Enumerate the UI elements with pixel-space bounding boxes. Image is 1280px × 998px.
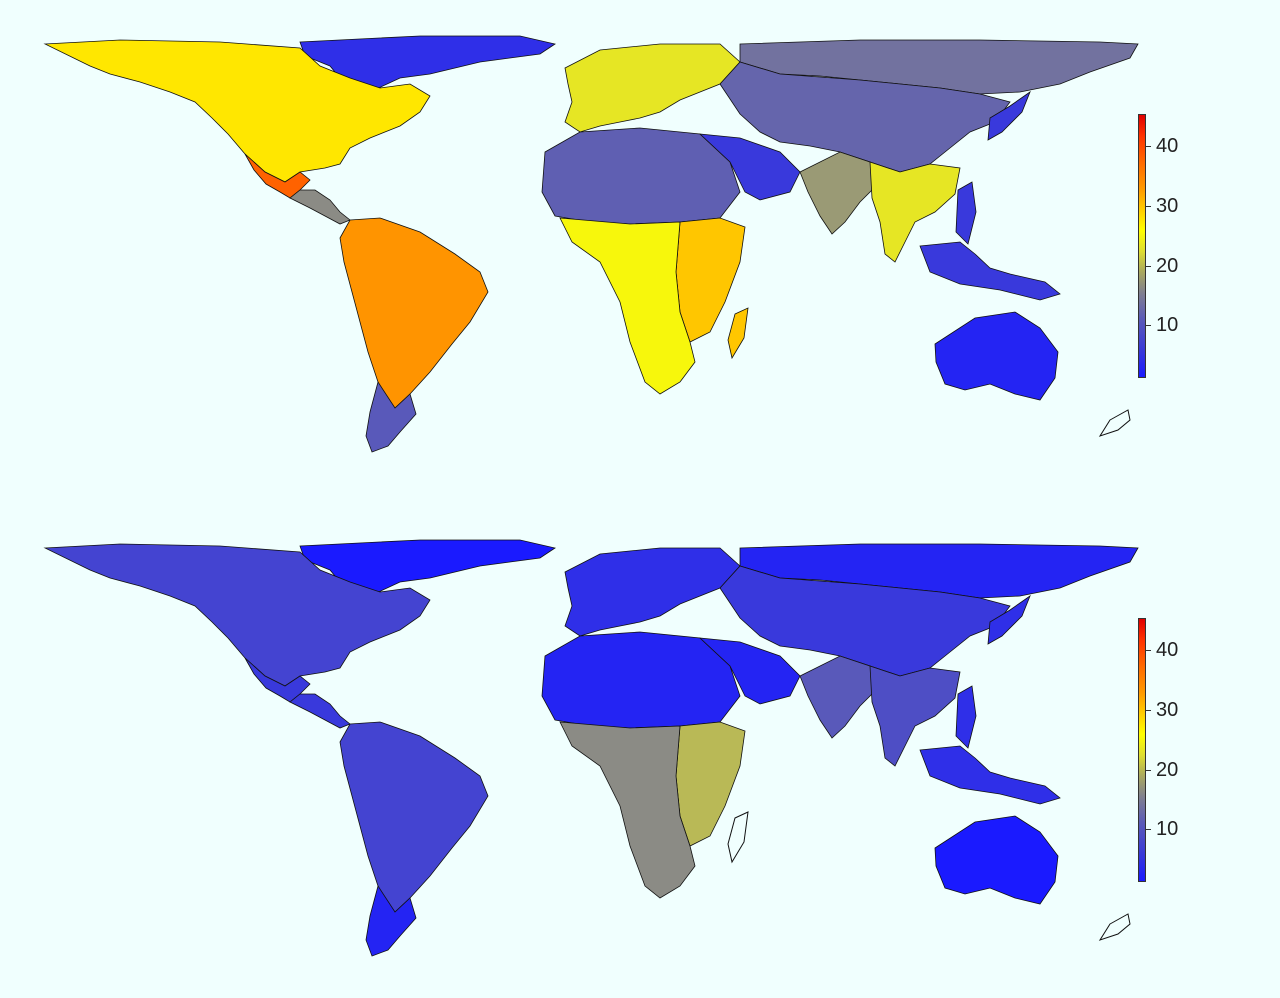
colorbar-tick-label: 40 [1156, 639, 1179, 661]
colorbar-tick-label: 30 [1156, 699, 1179, 721]
madagascar-outline [727, 811, 749, 864]
philippines [955, 181, 977, 245]
east-africa [675, 721, 746, 847]
central-america [289, 693, 351, 729]
colorbar-gradient [1138, 114, 1146, 378]
world-map-bottom [43, 539, 1139, 957]
madagascar [727, 307, 749, 360]
colorbar-tick-label: 40 [1156, 135, 1179, 157]
map-panel-bottom: 40 30 20 10 [0, 526, 1280, 996]
arabia [698, 133, 801, 201]
new-zealand [1098, 913, 1131, 941]
tick-mark [1146, 206, 1151, 207]
tick-mark [1146, 325, 1151, 326]
tick-mark [1146, 770, 1151, 771]
indonesia [919, 241, 1061, 301]
greenland [299, 539, 556, 597]
colorbar-tick-label: 20 [1156, 759, 1179, 781]
europe [564, 547, 741, 637]
japan [987, 594, 1031, 645]
tick-mark [1146, 650, 1151, 651]
colorbar-top: 40 30 20 10 [1132, 114, 1222, 378]
siberia [739, 39, 1139, 95]
siberia [739, 543, 1139, 599]
tick-mark [1146, 710, 1151, 711]
philippines [955, 685, 977, 749]
australia [934, 815, 1059, 905]
new-zealand [1098, 409, 1131, 437]
continents-bottom [43, 539, 1139, 957]
map-panel-top: 40 30 20 10 [0, 22, 1280, 492]
greenland [299, 35, 556, 93]
world-map-top [43, 35, 1139, 453]
north-america [43, 39, 431, 183]
patagonia [365, 381, 417, 453]
continents-top [43, 35, 1139, 453]
colorbar-tick-label: 10 [1156, 818, 1179, 840]
southeast-asia [869, 665, 961, 767]
europe [564, 43, 741, 133]
tick-mark [1146, 266, 1151, 267]
colorbar-tick-label: 10 [1156, 314, 1179, 336]
north-america [43, 543, 431, 687]
japan [987, 90, 1031, 141]
south-america [339, 217, 489, 409]
south-america [339, 721, 489, 913]
indonesia [919, 745, 1061, 805]
australia [934, 311, 1059, 401]
colorbar-tick-label: 20 [1156, 255, 1179, 277]
colorbar-tick-label: 30 [1156, 195, 1179, 217]
patagonia [365, 885, 417, 957]
tick-mark [1146, 146, 1151, 147]
india [799, 655, 881, 739]
central-america [289, 189, 351, 225]
india [799, 151, 881, 235]
southern-africa [559, 721, 696, 899]
arabia [698, 637, 801, 705]
southern-africa [559, 217, 696, 395]
colorbar-bottom: 40 30 20 10 [1132, 618, 1222, 882]
tick-mark [1146, 829, 1151, 830]
colorbar-gradient [1138, 618, 1146, 882]
southeast-asia [869, 161, 961, 263]
